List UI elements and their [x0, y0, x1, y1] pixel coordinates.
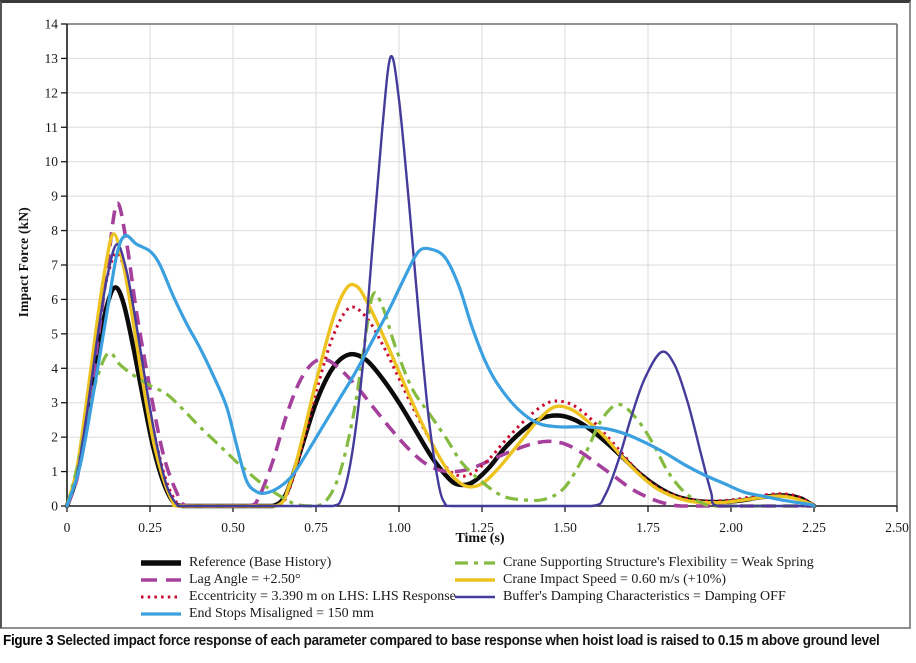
x-tick-label: 1.25 — [470, 520, 494, 535]
y-tick-label: 0 — [51, 499, 58, 514]
y-tick-label: 2 — [51, 430, 58, 445]
legend-item-reference: Reference (Base History) — [140, 554, 456, 571]
figure-caption: Figure 3 Selected impact force response … — [3, 633, 880, 649]
y-tick-label: 1 — [51, 464, 58, 479]
figure-box: 0 1 2 3 4 5 6 7 8 9 10 11 12 13 14 0 0.25 0.50 0.75 1.00 1.2… — [0, 0, 911, 629]
y-tick-label: 10 — [45, 154, 59, 169]
y-tick-label: 7 — [51, 258, 58, 273]
x-axis-title: Time (s) — [455, 531, 505, 546]
series-curve-damping-off — [65, 55, 816, 508]
y-tick-label: 11 — [45, 120, 58, 135]
x-tick-label: 2.50 — [885, 520, 909, 535]
legend-label-reference: Reference (Base History) — [189, 555, 332, 570]
legend-label-impact-speed: Crane Impact Speed = 0.60 m/s (+10%) — [503, 572, 727, 587]
legend-label-weak-spring: Crane Supporting Structure's Flexibility… — [503, 555, 814, 570]
x-tick-label: 0.75 — [304, 520, 328, 535]
x-tick-label: 2.25 — [802, 520, 826, 535]
legend-swatch-damping-off-icon — [455, 595, 495, 598]
y-tick-label: 4 — [51, 361, 58, 376]
legend-label-lag-angle: Lag Angle = +2.50° — [189, 572, 301, 587]
legend-swatch-end-stops-icon — [141, 611, 181, 616]
caption-text: Selected impact force response of each p… — [56, 633, 880, 649]
x-tick-label: 0.25 — [138, 520, 162, 535]
y-tick-label: 5 — [51, 326, 58, 341]
legend-label-end-stops: End Stops Misaligned = 150 mm — [189, 606, 374, 621]
y-tick-label: 6 — [51, 292, 58, 307]
y-tick-label: 9 — [51, 189, 58, 204]
y-tick-label: 8 — [51, 223, 58, 238]
legend-item-eccentricity: Eccentricity = 3.390 m on LHS: LHS Respo… — [140, 588, 456, 605]
series-curve-weak-spring — [65, 291, 814, 508]
legend-swatch-impact-speed-icon — [455, 577, 495, 582]
y-tick-label: 13 — [45, 51, 59, 66]
legend-swatch-eccentricity-icon — [141, 595, 181, 598]
y-tick-label: 3 — [51, 395, 58, 410]
caption-label: Figure 3 — [3, 633, 54, 649]
x-tick-label: 0 — [64, 520, 71, 535]
x-tick-label: 0.50 — [221, 520, 245, 535]
series-curve-lag-angle — [65, 201, 814, 508]
x-tick-label: 1.50 — [553, 520, 577, 535]
y-tick-label: 14 — [45, 17, 59, 32]
legend-item-damping-off: Buffer's Damping Characteristics = Dampi… — [454, 588, 814, 605]
legend-swatch-lag-angle-icon — [141, 577, 181, 582]
legend-swatch-reference-icon — [141, 559, 181, 566]
legend-item-end-stops: End Stops Misaligned = 150 mm — [140, 605, 456, 622]
x-tick-label: 1.75 — [636, 520, 660, 535]
series-curve-end-stops — [65, 233, 816, 508]
legend-column-left: Reference (Base History) Lag Angle = +2.… — [140, 554, 456, 622]
y-axis-title: Impact Force (kN) — [15, 21, 33, 503]
legend-item-weak-spring: Crane Supporting Structure's Flexibility… — [454, 554, 814, 571]
legend-label-eccentricity: Eccentricity = 3.390 m on LHS: LHS Respo… — [189, 589, 456, 604]
legend-column-right: Crane Supporting Structure's Flexibility… — [454, 554, 814, 605]
legend-label-damping-off: Buffer's Damping Characteristics = Dampi… — [503, 589, 786, 604]
series-curve-impact-speed — [65, 232, 816, 508]
y-axis-title-text: Impact Force (kN) — [16, 206, 31, 318]
y-tick-label: 12 — [45, 85, 59, 100]
x-tick-label: 1.00 — [387, 520, 411, 535]
legend-item-lag-angle: Lag Angle = +2.50° — [140, 571, 456, 588]
x-tick-label: 2.00 — [719, 520, 743, 535]
legend-item-impact-speed: Crane Impact Speed = 0.60 m/s (+10%) — [454, 571, 814, 588]
legend-swatch-weak-spring-icon — [455, 560, 495, 565]
